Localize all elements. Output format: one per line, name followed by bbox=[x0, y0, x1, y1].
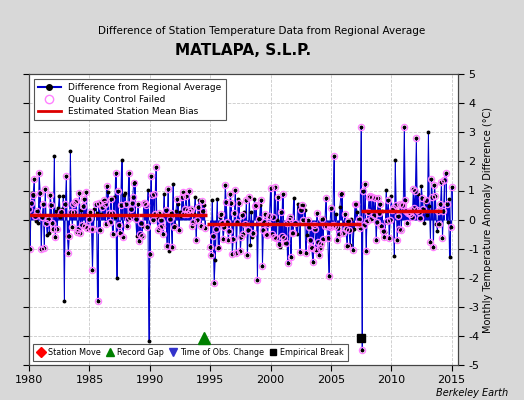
Text: Difference of Station Temperature Data from Regional Average: Difference of Station Temperature Data f… bbox=[99, 26, 425, 36]
Text: Berkeley Earth: Berkeley Earth bbox=[436, 388, 508, 398]
Legend: Station Move, Record Gap, Time of Obs. Change, Empirical Break: Station Move, Record Gap, Time of Obs. C… bbox=[33, 344, 348, 360]
Y-axis label: Monthly Temperature Anomaly Difference (°C): Monthly Temperature Anomaly Difference (… bbox=[483, 106, 493, 332]
Title: MATLAPA, S.L.P.: MATLAPA, S.L.P. bbox=[176, 43, 311, 58]
